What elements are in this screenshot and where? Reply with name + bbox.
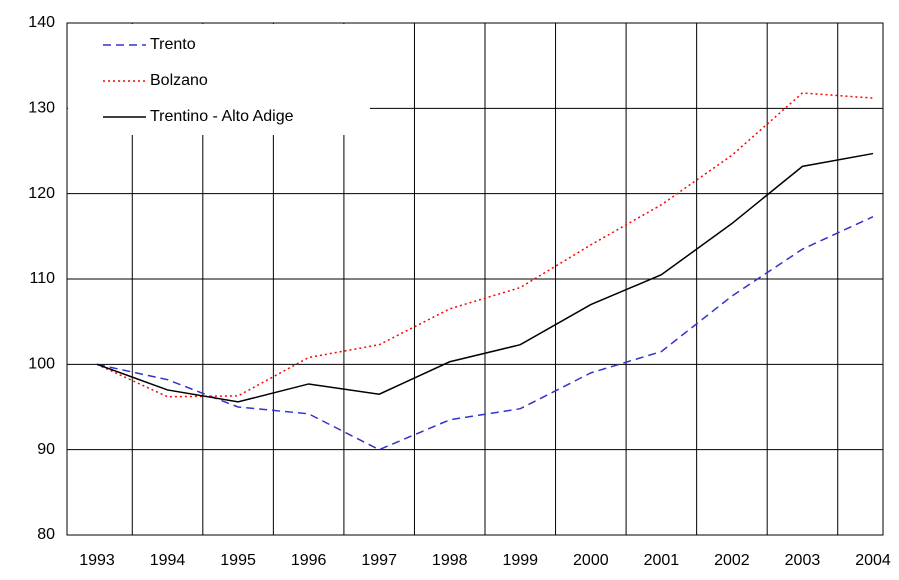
x-tick-label: 2004 <box>855 552 891 569</box>
x-tick-label: 1993 <box>79 552 115 569</box>
y-tick-label: 110 <box>29 270 55 287</box>
plot-frame <box>66 22 884 536</box>
y-tick-label: 140 <box>28 14 55 31</box>
y-tick-label: 90 <box>37 441 55 458</box>
x-tick-label: 1999 <box>502 552 538 569</box>
legend: Trento Bolzano Trentino - Alto Adige <box>68 24 370 135</box>
x-tick-label: 2002 <box>714 552 750 569</box>
x-tick-label: 1995 <box>220 552 256 569</box>
x-tick-label: 1994 <box>150 552 186 569</box>
y-tick-label: 120 <box>28 185 55 202</box>
x-tick-label: 2001 <box>644 552 680 569</box>
series-line <box>96 92 874 398</box>
x-tick-label: 2003 <box>785 552 821 569</box>
legend-label: Trento <box>150 36 196 53</box>
legend-label: Bolzano <box>150 72 208 89</box>
labels: 80 90 100 110 120 130 140 1993 1994 1995 1996 1997 1… <box>28 14 891 569</box>
y-tick-label: 100 <box>28 356 55 373</box>
x-tick-label: 1998 <box>432 552 468 569</box>
series-line <box>96 216 874 451</box>
legend-label: Trentino - Alto Adige <box>150 108 294 125</box>
lines <box>96 92 874 451</box>
x-tick-label: 1996 <box>291 552 327 569</box>
y-tick-label: 130 <box>28 100 55 117</box>
x-tick-label: 1997 <box>361 552 397 569</box>
x-tick-label: 2000 <box>573 552 609 569</box>
series-line <box>96 152 874 403</box>
y-tick-label: 80 <box>37 526 55 543</box>
